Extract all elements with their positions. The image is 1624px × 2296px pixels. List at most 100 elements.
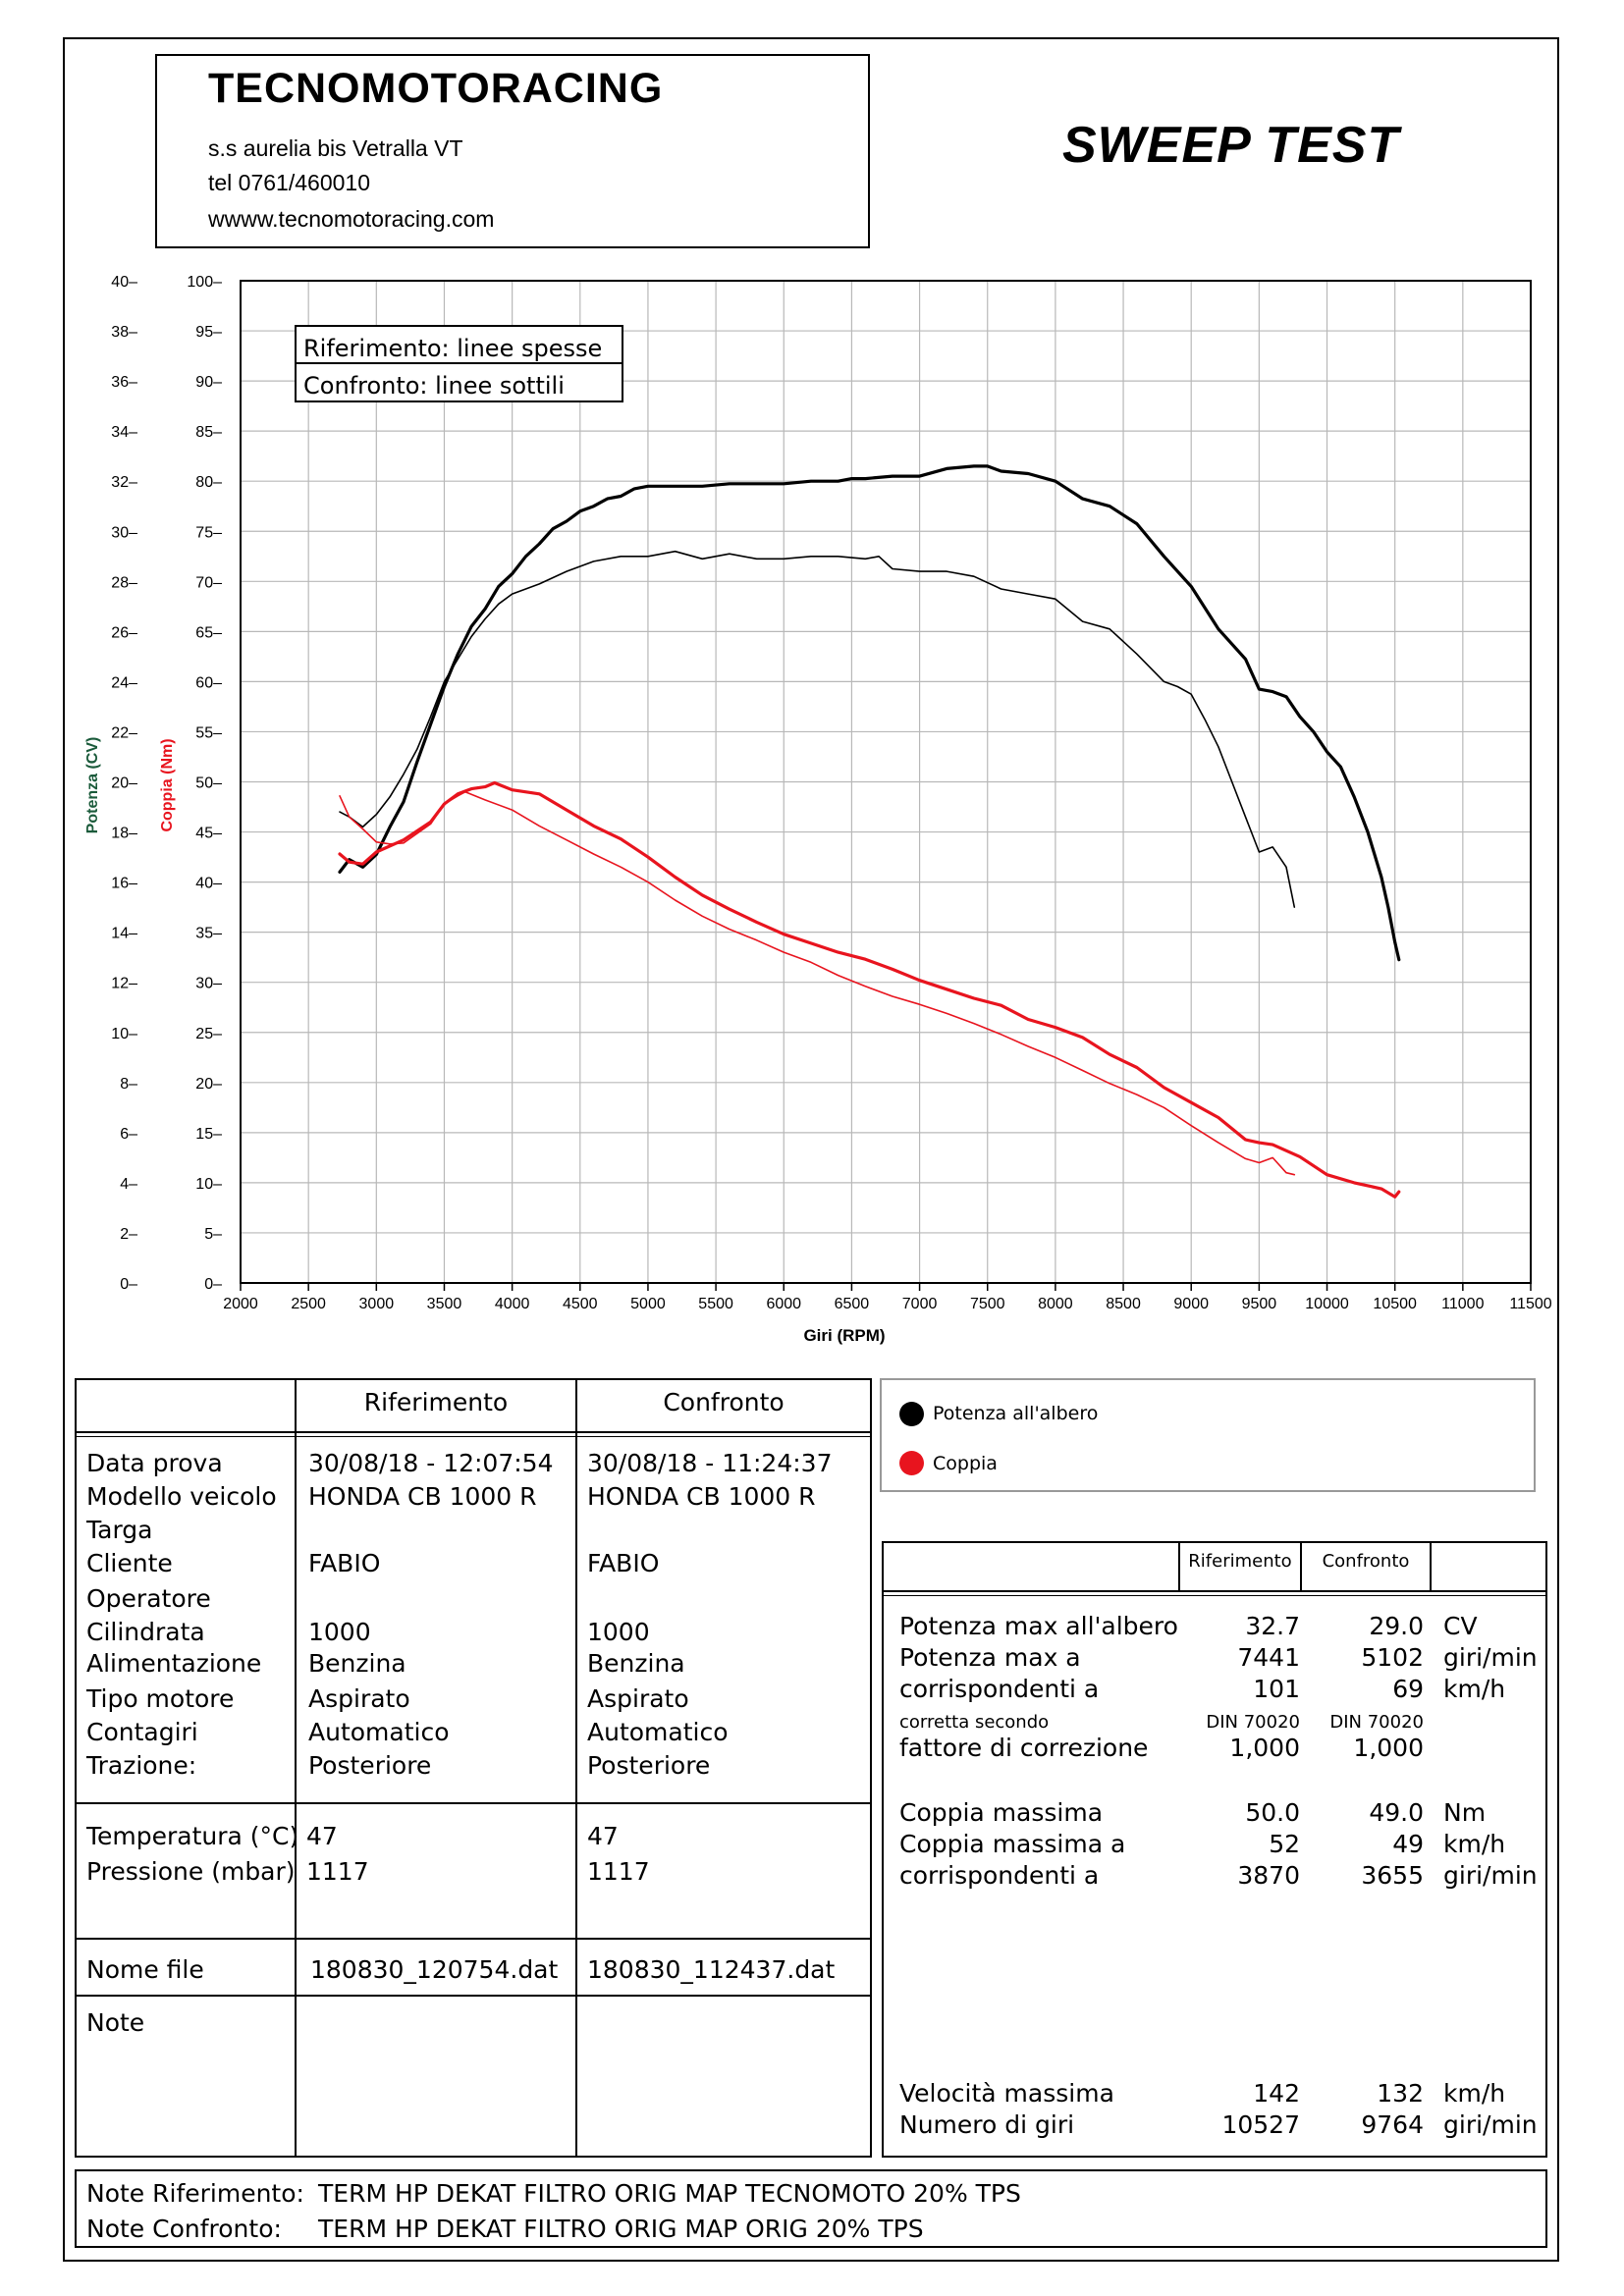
info-value-conf: HONDA CB 1000 R: [587, 1482, 816, 1511]
x-tick-label: 10000: [1305, 1296, 1349, 1312]
info-value-conf: Aspirato: [587, 1684, 689, 1713]
result-label: fattore di correzione: [899, 1734, 1149, 1762]
power-curve-riferimento: [338, 464, 1401, 962]
y-tick-label-torque: 95–: [195, 324, 222, 341]
y-tick-label-power: 8–: [120, 1076, 137, 1093]
power-curve-confronto: [339, 550, 1296, 908]
y-tick-label-power: 2–: [120, 1226, 137, 1243]
y-tick-label-power: 22–: [111, 724, 137, 741]
series-legend: [880, 1378, 1536, 1492]
company-address: s.s aurelia bis Vetralla VT: [208, 135, 463, 161]
y-tick-label-torque: 90–: [195, 374, 222, 391]
x-tick-label: 5000: [630, 1296, 666, 1312]
result-label: Velocità massima: [899, 2079, 1114, 2108]
file-name-confronto: 180830_112437.dat: [587, 1955, 836, 1984]
run-legend-confronto: Confronto: linee sottili: [303, 372, 565, 400]
power-legend-label: Potenza all'albero: [933, 1403, 1099, 1424]
chart-ticks: 2000 2500 3000 3500 4000 4500 5000 5500 6000 6500…: [111, 274, 1551, 1312]
x-tick-label: 9000: [1173, 1296, 1209, 1312]
y-tick-label-power: 36–: [111, 374, 137, 391]
note-riferimento-label: Note Riferimento:: [86, 2179, 304, 2208]
y-tick-label-power: 38–: [111, 324, 137, 341]
y-tick-label-torque: 85–: [195, 424, 222, 441]
chart-grid: [240, 280, 1532, 1284]
info-value-rif: Automatico: [308, 1718, 450, 1746]
info-value-conf: Posteriore: [587, 1751, 711, 1780]
y-tick-label-power: 6–: [120, 1126, 137, 1143]
x-tick-label: 3500: [427, 1296, 462, 1312]
info-value-rif: Posteriore: [308, 1751, 432, 1780]
y-tick-label-power: 34–: [111, 424, 137, 441]
y-tick-label-power: 18–: [111, 826, 137, 842]
y-tick-label-power: 20–: [111, 775, 137, 792]
company-header-box: [155, 54, 870, 248]
x-tick-label: 4000: [495, 1296, 530, 1312]
result-value-rif: 32.7: [1245, 1612, 1300, 1640]
info-value-rif: 30/08/18 - 12:07:54: [308, 1449, 554, 1477]
note-riferimento-text: TERM HP DEKAT FILTRO ORIG MAP TECNOMOTO …: [318, 2179, 1021, 2208]
result-value-rif: 50.0: [1245, 1798, 1300, 1827]
y-axis-label-power: Potenza (CV): [84, 737, 101, 834]
result-value-conf: 9764: [1361, 2110, 1424, 2139]
result-value-conf: 1,000: [1353, 1734, 1424, 1762]
info-label: Temperatura (°C): [86, 1822, 299, 1850]
x-tick-label: 2000: [223, 1296, 258, 1312]
y-tick-label-power: 28–: [111, 574, 137, 591]
result-label: Potenza max a: [899, 1643, 1081, 1672]
y-tick-label-power: 4–: [120, 1176, 137, 1193]
y-tick-label-power: 26–: [111, 624, 137, 641]
result-unit: CV: [1443, 1612, 1478, 1640]
power-legend-marker: [899, 1402, 924, 1426]
y-tick-label-power: 24–: [111, 674, 137, 691]
info-value-rif: 1000: [308, 1618, 371, 1646]
y-tick-label-torque: 70–: [195, 574, 222, 591]
test-title: SWEEP TEST: [1062, 117, 1400, 174]
y-tick-label-power: 0–: [120, 1276, 137, 1293]
notes-box: [75, 2169, 1547, 2248]
result-label: Numero di giri: [899, 2110, 1075, 2139]
result-value-conf: 132: [1377, 2079, 1424, 2108]
result-label: Potenza max all'albero: [899, 1612, 1178, 1640]
dyno-chart: 2000 2500 3000 3500 4000 4500 5000 5500 6000 6500…: [84, 274, 1552, 1345]
note-confronto-text: TERM HP DEKAT FILTRO ORIG MAP ORIG 20% T…: [318, 2215, 924, 2243]
y-tick-label-torque: 15–: [195, 1126, 222, 1143]
y-tick-label-torque: 20–: [195, 1076, 222, 1093]
note-label: Note: [86, 2008, 145, 2037]
x-tick-label: 6500: [835, 1296, 870, 1312]
page-frame: [63, 37, 1559, 2262]
results-table: [882, 1541, 1547, 2158]
y-tick-label-power: 10–: [111, 1026, 137, 1042]
result-unit: giri/min: [1443, 2110, 1538, 2139]
info-value-conf: 1000: [587, 1618, 650, 1646]
y-tick-label-power: 12–: [111, 976, 137, 992]
y-tick-label-power: 14–: [111, 926, 137, 942]
info-value-rif: FABIO: [308, 1549, 381, 1577]
x-tick-label: 7000: [902, 1296, 938, 1312]
note-confronto-label: Note Confronto:: [86, 2215, 282, 2243]
y-tick-label-torque: 40–: [195, 876, 222, 892]
result-unit: km/h: [1443, 1830, 1506, 1858]
info-header-confronto: Confronto: [663, 1388, 785, 1416]
result-value-conf: 3655: [1361, 1861, 1424, 1890]
y-tick-label-torque: 80–: [195, 474, 222, 491]
result-value-rif: 3870: [1237, 1861, 1300, 1890]
y-tick-label-torque: 30–: [195, 976, 222, 992]
info-label: Operatore: [86, 1584, 211, 1613]
result-value-rif: 142: [1253, 2079, 1300, 2108]
y-tick-label-torque: 60–: [195, 674, 222, 691]
x-axis-label: Giri (RPM): [803, 1326, 885, 1345]
company-website: wwww.tecnomotoracing.com: [208, 206, 495, 232]
torque-curve-confronto: [339, 790, 1296, 1176]
info-value-rif: 47: [306, 1822, 338, 1850]
x-tick-label: 5500: [698, 1296, 733, 1312]
result-value-conf: 49: [1392, 1830, 1424, 1858]
y-tick-label-torque: 50–: [195, 775, 222, 792]
y-tick-label-torque: 10–: [195, 1176, 222, 1193]
info-value-conf: Automatico: [587, 1718, 729, 1746]
x-tick-label: 8500: [1106, 1296, 1141, 1312]
x-tick-label: 4500: [563, 1296, 598, 1312]
result-value-rif: 52: [1269, 1830, 1300, 1858]
result-value-rif: 7441: [1237, 1643, 1300, 1672]
result-value-rif: DIN 70020: [1206, 1712, 1300, 1733]
y-tick-label-torque: 65–: [195, 624, 222, 641]
